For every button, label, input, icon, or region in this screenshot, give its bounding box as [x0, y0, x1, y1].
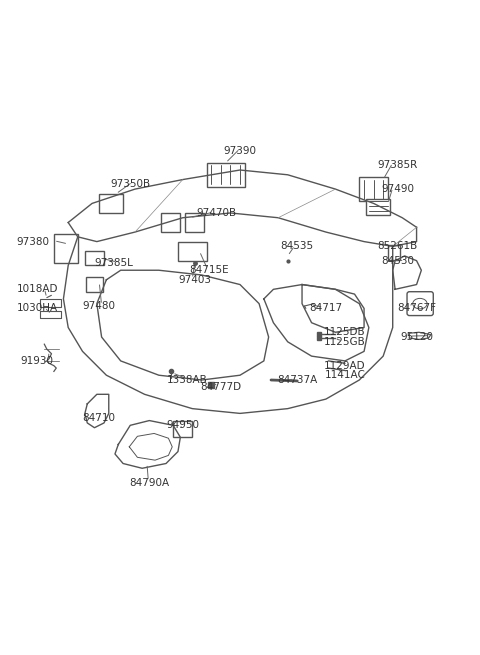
FancyBboxPatch shape [185, 213, 204, 232]
FancyBboxPatch shape [39, 299, 61, 307]
Text: 95120: 95120 [400, 332, 433, 342]
Text: 84790A: 84790A [129, 477, 169, 487]
Text: 97390: 97390 [224, 146, 256, 156]
FancyBboxPatch shape [388, 246, 400, 260]
Text: 1338AB: 1338AB [167, 375, 208, 385]
FancyBboxPatch shape [85, 251, 104, 265]
Text: 94950: 94950 [166, 421, 199, 430]
Text: 97380: 97380 [16, 236, 49, 246]
Text: 84737A: 84737A [277, 375, 317, 385]
Text: 84767F: 84767F [397, 303, 436, 313]
Ellipse shape [413, 299, 427, 309]
FancyBboxPatch shape [366, 198, 390, 215]
Text: 84715E: 84715E [189, 265, 229, 275]
Text: 84530: 84530 [381, 255, 414, 266]
Text: 97385R: 97385R [377, 160, 418, 170]
Text: 84777D: 84777D [200, 382, 241, 392]
Text: 84710: 84710 [83, 413, 116, 423]
Text: 97385L: 97385L [94, 258, 133, 268]
Text: 1125GB: 1125GB [324, 337, 366, 346]
Text: 97490: 97490 [381, 184, 414, 194]
Text: 84535: 84535 [281, 242, 314, 252]
FancyBboxPatch shape [86, 277, 103, 291]
Text: 1125DB: 1125DB [324, 328, 366, 337]
FancyBboxPatch shape [54, 234, 78, 263]
FancyBboxPatch shape [99, 194, 123, 213]
Text: 97470B: 97470B [196, 208, 236, 218]
Text: 1030HA: 1030HA [17, 303, 58, 313]
FancyBboxPatch shape [161, 213, 180, 232]
Text: 97350B: 97350B [110, 179, 150, 189]
Text: 97403: 97403 [178, 275, 211, 285]
FancyBboxPatch shape [206, 163, 245, 187]
Text: 1018AD: 1018AD [16, 284, 58, 294]
Text: 97480: 97480 [83, 301, 116, 311]
Text: 1141AC: 1141AC [324, 370, 365, 380]
FancyBboxPatch shape [178, 242, 206, 261]
Text: 91930: 91930 [21, 356, 54, 366]
FancyBboxPatch shape [407, 291, 433, 316]
Text: 84717: 84717 [309, 303, 342, 313]
Text: 85261B: 85261B [377, 242, 418, 252]
Text: 1129AD: 1129AD [324, 361, 366, 371]
FancyBboxPatch shape [173, 421, 192, 438]
FancyBboxPatch shape [360, 177, 388, 201]
